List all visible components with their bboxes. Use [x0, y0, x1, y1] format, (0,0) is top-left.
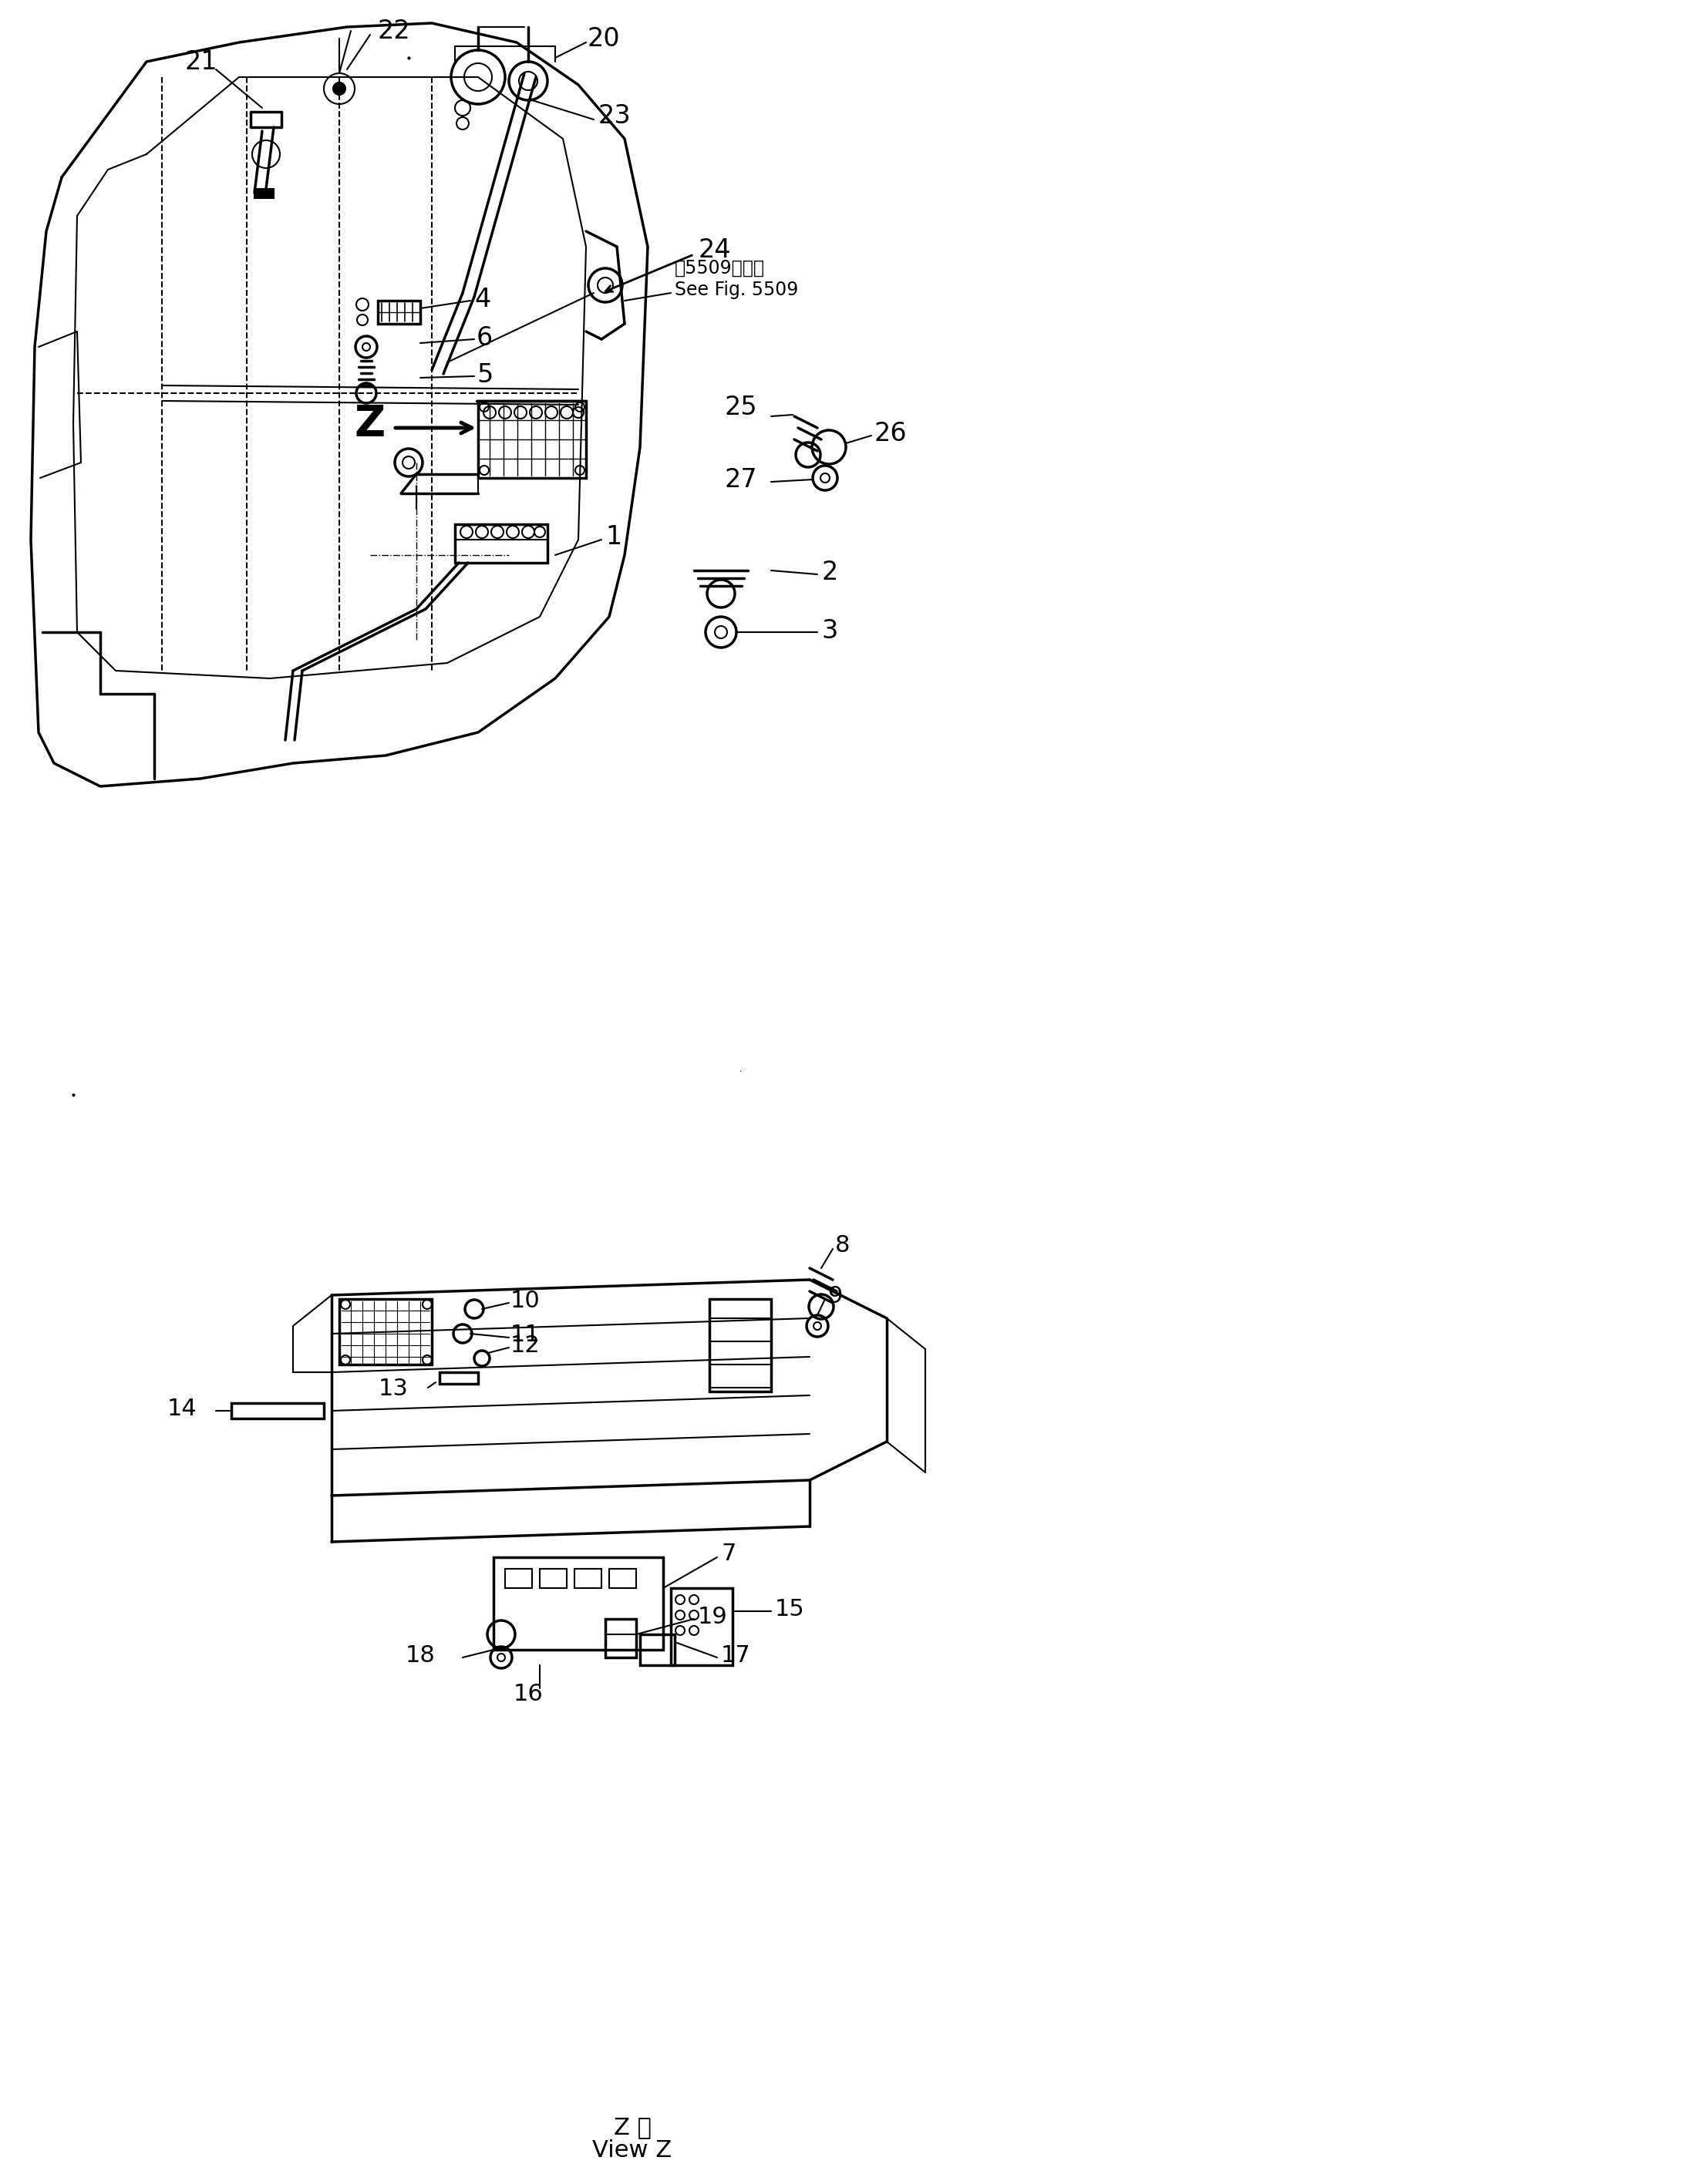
Text: 22: 22 [377, 17, 411, 44]
Text: 16: 16 [514, 1684, 543, 1706]
Text: View Z: View Z [592, 2140, 671, 2162]
Text: Z: Z [355, 404, 386, 446]
Bar [609, 1568, 636, 1588]
Text: 14: 14 [167, 1398, 196, 1420]
Text: 21: 21 [184, 48, 218, 74]
Circle shape [333, 83, 345, 94]
Bar [575, 1568, 602, 1588]
Bar [605, 1618, 636, 1658]
Text: 7: 7 [720, 1542, 736, 1566]
Text: 2: 2 [822, 559, 837, 585]
Bar [494, 1557, 663, 1649]
Text: 8: 8 [835, 1234, 851, 1256]
Bar [539, 1568, 566, 1588]
Bar [377, 301, 421, 323]
Text: 9: 9 [827, 1286, 842, 1308]
Bar [455, 524, 548, 563]
Text: 11: 11 [511, 1324, 541, 1345]
Bar [232, 1402, 325, 1417]
Bar [710, 1299, 771, 1391]
Bar [340, 1299, 431, 1365]
Text: 4: 4 [473, 286, 490, 312]
Text: 20: 20 [587, 26, 621, 50]
Bar [254, 188, 274, 199]
Text: 1: 1 [605, 524, 622, 550]
Text: 26: 26 [874, 422, 906, 446]
Text: 10: 10 [511, 1291, 541, 1313]
Bar [671, 1588, 732, 1664]
Text: 17: 17 [720, 1645, 751, 1666]
Text: 13: 13 [379, 1378, 409, 1400]
Bar [479, 402, 587, 478]
Text: 6: 6 [477, 325, 492, 349]
Bar [506, 1568, 533, 1588]
Bar [440, 1372, 479, 1385]
Text: 23: 23 [597, 103, 631, 129]
Text: 24: 24 [698, 238, 731, 264]
Text: Z 視: Z 視 [614, 2116, 651, 2138]
Text: 15: 15 [774, 1599, 805, 1621]
Text: 12: 12 [511, 1334, 541, 1356]
Text: 27: 27 [725, 467, 758, 494]
Text: 18: 18 [406, 1645, 436, 1666]
Text: 25: 25 [725, 395, 758, 419]
Text: 5: 5 [477, 363, 492, 387]
Text: 第5509図参照
See Fig. 5509: 第5509図参照 See Fig. 5509 [675, 260, 798, 299]
Text: 3: 3 [822, 618, 837, 644]
Text: 19: 19 [698, 1605, 727, 1629]
Bar [639, 1634, 675, 1664]
